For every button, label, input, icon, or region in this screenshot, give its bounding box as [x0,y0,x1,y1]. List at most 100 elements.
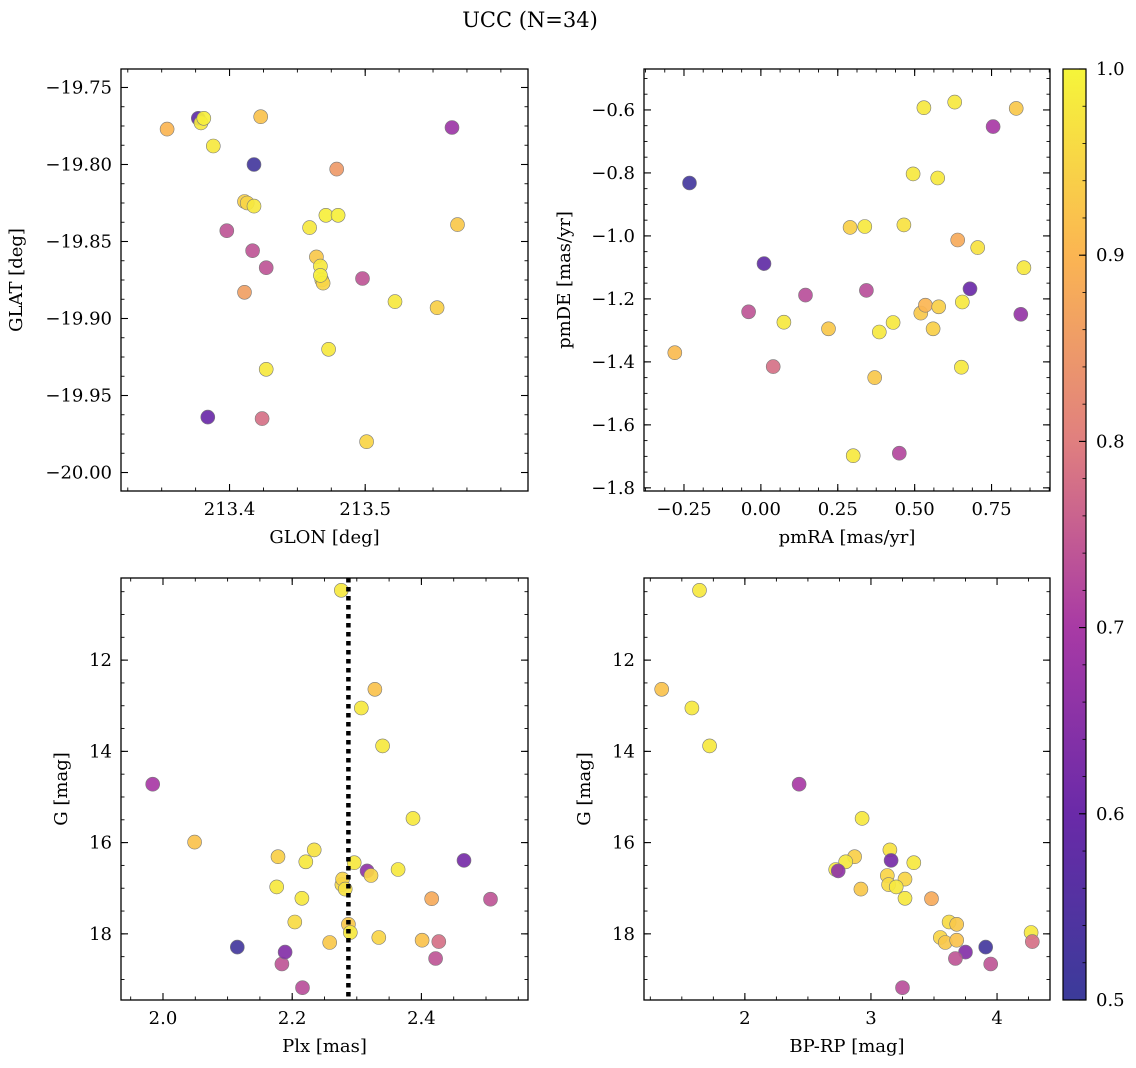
scatter-point [978,939,994,955]
scatter-point [329,161,345,177]
scatter-point [245,243,260,258]
scatter-point [776,314,792,330]
scatter-point [821,321,836,337]
scatter-point [883,853,899,868]
scatter-point [253,109,269,124]
panel-4: 2 3 4 12 14 16 18 BP-RP [mag] G [mag] [574,577,1051,1057]
scatter-point [765,359,781,374]
colorbar-tick-label: 0.6 [1096,804,1125,825]
x-tick-label: 4 [991,1008,1002,1029]
scatter-point [321,341,336,357]
y-tick-label: 14 [612,741,635,762]
scatter-point [891,445,907,461]
scatter-point [424,891,440,907]
scatter-point [237,284,252,300]
scatter-point [857,219,873,234]
scatter-point [277,944,293,960]
scatter-point [948,951,963,966]
x-tick-label: −0.25 [656,499,711,520]
x-axis-label: pmRA [mas/yr] [779,527,916,548]
scatter-point [313,268,328,283]
scatter-point [962,281,978,297]
scatter-point [654,681,670,697]
y-axis-label: GLAT [deg] [6,228,27,332]
scatter-point [918,297,933,313]
scatter-point [871,324,887,340]
scatter-point [897,890,913,906]
scatter-point [254,411,270,426]
scatter-point [483,891,498,907]
scatter-point [159,121,175,137]
scatter-point [682,175,697,191]
scatter-point [950,232,966,248]
scatter-point [854,811,870,826]
scatter-point [985,119,1001,134]
scatter-point [390,862,406,877]
panel-3: 2.0 2.2 2.4 12 14 16 18 Plx [mas] G [mag] [51,577,529,1057]
scatter-point [405,811,421,826]
y-tick-label: 12 [89,650,112,671]
scatter-point [947,94,963,110]
axes-frame [120,577,529,1001]
scatter-point [931,299,947,315]
scatter-point [258,260,274,276]
y-axis-label: G [mag] [51,752,72,825]
y-tick-label: 18 [612,924,635,945]
scatter-point [684,700,700,716]
y-tick-label: −1.2 [591,289,635,310]
scatter-point [246,198,262,214]
scatter-point [355,271,370,286]
scatter-point [859,283,874,298]
scatter-point [414,932,430,948]
scatter-point [219,223,235,238]
colorbar-tick-label: 0.5 [1096,990,1125,1011]
colorbar-tick-label: 1.0 [1096,59,1125,80]
scatter-point [930,170,946,186]
scatter-point [1013,306,1029,322]
x-tick-label: 0.25 [818,499,858,520]
scatter-point [949,932,965,948]
scatter-point [429,300,445,316]
scatter-point [322,935,338,950]
scatter-point [359,434,374,450]
colorbar-tick-label: 0.8 [1096,431,1125,452]
scatter-point [295,980,310,996]
panel-1: 213.4 213.5 −19.75 −19.80 −19.85 −19.90 −19.95… [6,68,529,548]
y-tick-label: 16 [612,833,635,854]
panel-2: −0.25 0.00 0.25 0.50 0.75 −0.6 −0.8 −1.0 −1.2 −1.… [554,68,1051,548]
scatter-point [983,956,999,972]
scatter-point [853,881,869,897]
scatter-point [954,359,969,375]
scatter-point [367,681,383,697]
scatter-point [428,951,443,966]
scatter-point [371,930,387,945]
x-tick-label: 3 [865,1008,876,1029]
scatter-point [375,738,390,754]
x-tick-label: 2.2 [278,1008,307,1029]
scatter-point [692,582,707,598]
scatter-point [756,256,772,271]
scatter-point [798,287,813,303]
scatter-point [302,220,317,235]
scatter-point [888,879,904,895]
scatter-point [269,879,285,895]
x-axis-label: BP-RP [mag] [789,1036,904,1057]
y-axis-label: G [mag] [574,752,595,825]
scatter-point [330,208,346,223]
scatter-point [925,321,941,337]
scatter-point [206,138,221,154]
scatter-point [306,842,322,858]
scatter-point [791,776,807,792]
scatter-point [318,208,334,223]
scatter-point [1008,101,1024,116]
scatter-point [346,855,362,871]
scatter-point [387,294,403,309]
scatter-point [294,890,310,906]
scatter-point [896,217,912,233]
scatter-point [702,738,717,754]
scatter-point [867,370,883,385]
scatter-point [741,304,756,320]
y-tick-label: −19.85 [45,231,112,252]
scatter-point [906,855,922,871]
